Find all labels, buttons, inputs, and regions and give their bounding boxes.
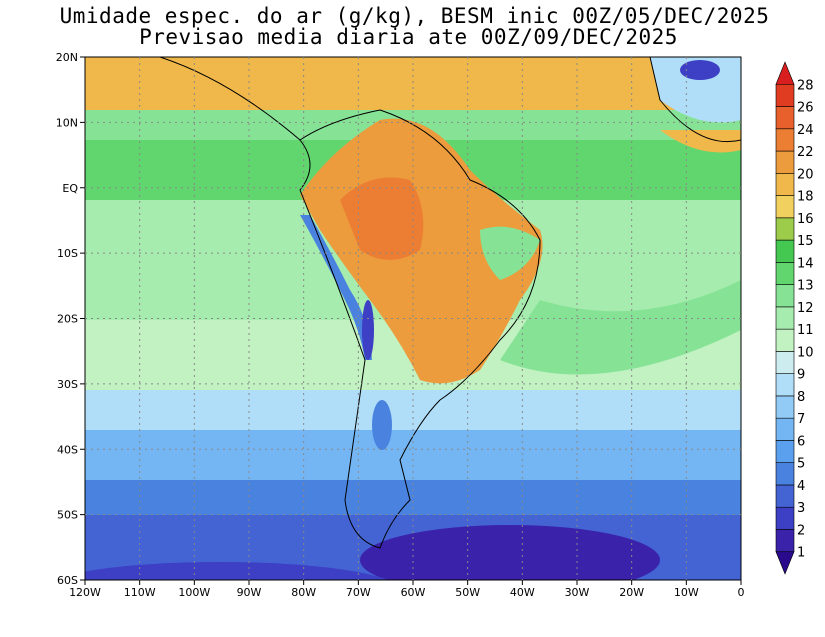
- colorbar-label: 8: [797, 390, 805, 405]
- lon-label: 50W: [455, 586, 480, 599]
- colorbar-swatch: [775, 106, 795, 130]
- sacz-tongue: [500, 280, 741, 375]
- dry-band-far-south: [85, 562, 389, 580]
- colorbar-swatch: [775, 417, 795, 441]
- lon-label: 100W: [178, 586, 210, 599]
- patagonia-dry: [372, 400, 392, 450]
- title-line-2: Previsao media diaria ate 00Z/09/DEC/202…: [139, 25, 678, 49]
- title-line-1: Umidade espec. do ar (g/kg), BESM inic 0…: [59, 4, 770, 28]
- colorbar-label: 26: [797, 101, 814, 116]
- colorbar-label: 28: [797, 78, 814, 93]
- lat-label: 40S: [57, 443, 78, 456]
- colorbar-swatch: [775, 484, 795, 508]
- colorbar-swatch: [775, 529, 795, 553]
- colorbar-label: 9: [797, 368, 805, 383]
- nordeste-moist: [480, 226, 540, 280]
- humidity-field: [85, 57, 741, 580]
- lat-label: 60S: [57, 574, 78, 587]
- lat-label: 20S: [57, 313, 78, 326]
- lon-label: 80W: [291, 586, 316, 599]
- colorbar-swatch: [775, 83, 795, 107]
- colorbar-swatch: [775, 306, 795, 330]
- colorbar-swatch: [775, 284, 795, 308]
- colorbar-swatch: [775, 440, 795, 463]
- sahara-core: [680, 60, 720, 80]
- colorbar-min-triangle: [775, 551, 795, 575]
- lon-label: 20W: [619, 586, 644, 599]
- africa-outline: [649, 57, 741, 143]
- colorbar-label: 2: [797, 523, 805, 538]
- colorbar-swatch: [775, 239, 795, 263]
- colorbar-swatch: [775, 373, 795, 397]
- colorbar-swatch: [775, 173, 795, 196]
- colorbar-label: 24: [797, 123, 814, 138]
- lat-label: EQ: [62, 182, 78, 195]
- lat-label: 20N: [56, 51, 78, 64]
- lat-label: 30S: [57, 378, 78, 391]
- colorbar-label: 13: [797, 279, 814, 294]
- colorbar-label: 11: [797, 323, 814, 338]
- colorbar-swatch: [775, 351, 795, 374]
- lon-label: 30W: [565, 586, 590, 599]
- colorbar-label: 4: [797, 479, 805, 494]
- colorbar-swatch: [775, 195, 795, 219]
- colorbar-swatch: [775, 262, 795, 285]
- colorbar-swatch: [775, 395, 795, 419]
- colorbar-label: 12: [797, 301, 814, 316]
- lon-label: 90W: [237, 586, 262, 599]
- colorbar-label: 5: [797, 457, 805, 472]
- lon-label: 110W: [124, 586, 156, 599]
- south-america-outline: [159, 57, 541, 549]
- colorbar-label: 15: [797, 234, 814, 249]
- colorbar-swatch: [775, 506, 795, 530]
- lon-label: 70W: [346, 586, 371, 599]
- colorbar-swatch: [775, 328, 795, 352]
- west-africa-moist: [660, 130, 741, 153]
- colorbar-label: 6: [797, 434, 805, 449]
- colorbar-label: 1: [797, 546, 805, 561]
- lon-label: 40W: [510, 586, 535, 599]
- colorbar-label: 14: [797, 256, 814, 271]
- colorbar-label: 22: [797, 145, 814, 160]
- lat-label: 10N: [56, 116, 78, 129]
- colorbar-label: 3: [797, 501, 805, 516]
- lat-label: 10S: [57, 247, 78, 260]
- altiplano-core: [362, 300, 374, 360]
- lon-label: 120W: [69, 586, 101, 599]
- dry-core-south: [360, 525, 660, 580]
- lon-label: 0: [738, 586, 745, 599]
- colorbar-swatch: [775, 128, 795, 152]
- lon-label: 10W: [674, 586, 699, 599]
- grid-lines: [85, 57, 741, 580]
- amazon-core: [340, 177, 424, 260]
- lon-label: 60W: [401, 586, 426, 599]
- colorbar-swatch: [775, 150, 795, 174]
- colorbar-swatch: [775, 217, 795, 241]
- colorbar-max-triangle: [775, 61, 795, 85]
- colorbar-label: 18: [797, 190, 814, 205]
- colorbar-swatch: [775, 462, 795, 486]
- colorbar-label: 20: [797, 167, 814, 182]
- colorbar-label: 16: [797, 212, 814, 227]
- lat-label: 50S: [57, 509, 78, 522]
- colorbar-label: 7: [797, 412, 805, 427]
- colorbar-label: 10: [797, 345, 814, 360]
